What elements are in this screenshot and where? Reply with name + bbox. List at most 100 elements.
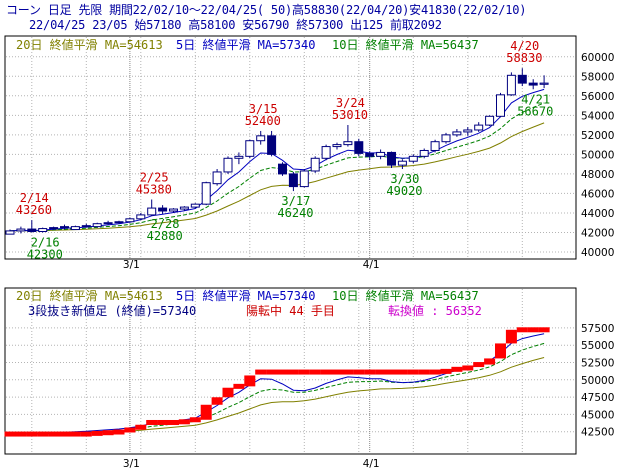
- new-price-brick: [244, 375, 256, 387]
- new-price-brick: [516, 327, 528, 333]
- bottom-y-tick-label: 55000: [581, 340, 614, 352]
- bottom-y-tick-label: 45000: [581, 409, 614, 421]
- top-y-tick-label: 54000: [581, 110, 614, 122]
- candle-body: [310, 157, 320, 172]
- new-price-brick: [462, 365, 474, 371]
- moving-average-lines: [9, 88, 545, 435]
- bottom-legend-turn: 転換値 : 56352: [388, 303, 482, 318]
- candle-body: [5, 230, 15, 235]
- candle-body: [387, 151, 396, 166]
- annotation-date: 4/21: [521, 92, 550, 106]
- grid-lines: [6, 37, 575, 453]
- candle-body: [114, 221, 124, 224]
- new-price-brick: [484, 358, 496, 365]
- candle-body: [179, 206, 189, 210]
- candle-body: [278, 163, 287, 175]
- candle-body: [365, 152, 375, 157]
- top-panel-frame: [4, 35, 577, 260]
- new-price-brick: [527, 327, 539, 333]
- top-y-tick-label: 44000: [581, 208, 614, 220]
- candle-body: [125, 218, 135, 223]
- annotation-value: 56670: [517, 104, 553, 118]
- annotation-value: 46240: [277, 206, 313, 220]
- bottom-legend-ma5: 5日 終値平滑 MA=57340: [176, 288, 315, 303]
- annotation-date: 3/17: [281, 194, 310, 208]
- top-y-tick-label: 56000: [581, 91, 614, 103]
- new-price-brick: [320, 369, 332, 375]
- top-y-tick-label: 48000: [581, 169, 614, 181]
- new-price-brick: [168, 419, 179, 425]
- annotation-date: 4/20: [510, 39, 539, 53]
- bottom-ma5-line: [9, 333, 545, 435]
- new-price-brick: [146, 419, 158, 425]
- new-price-brick: [495, 343, 506, 359]
- chart-header: コーン 日足 先限 期間22/02/10～22/04/25( 50)高58830…: [0, 0, 624, 34]
- annotation-date: 2/16: [31, 235, 60, 249]
- annotation-value: 58830: [506, 51, 542, 65]
- candle-body: [201, 182, 211, 205]
- candle-body: [70, 226, 80, 231]
- candle-body: [245, 140, 255, 157]
- header-title: コーン 日足 先限 期間22/02/10～22/04/25( 50)高58830…: [6, 3, 527, 17]
- new-price-brick: [364, 369, 376, 375]
- new-price-brick: [429, 369, 441, 375]
- legend-ma20: 20日 終値平滑 MA=54613: [16, 37, 163, 52]
- top-y-tick-label: 42000: [581, 227, 614, 239]
- new-price-brick: [15, 431, 27, 437]
- annotation-date: 2/14: [20, 191, 49, 205]
- new-price-brick: [440, 368, 452, 374]
- annotation-date: 3/30: [390, 172, 419, 186]
- annotation-value: 42880: [147, 229, 183, 243]
- new-price-brick: [266, 369, 278, 375]
- annotation-value: 53010: [332, 108, 368, 122]
- candle-body: [223, 157, 233, 173]
- new-price-brick: [102, 430, 114, 436]
- top-ma20-line: [9, 122, 545, 232]
- new-price-brick: [473, 362, 485, 368]
- new-price-brick: [418, 369, 430, 375]
- candle-body: [212, 171, 222, 185]
- candle-body: [343, 141, 353, 146]
- candle-body: [256, 135, 266, 142]
- new-price-brick: [4, 431, 16, 437]
- candle-body: [158, 207, 168, 212]
- annotation-date: 2/25: [140, 170, 169, 184]
- bottom-y-tick-label: 42500: [581, 427, 614, 439]
- new-price-brick: [222, 387, 234, 398]
- bottom-panel-frame: [4, 287, 577, 455]
- candle-body: [376, 151, 386, 157]
- bottom-legend-newprice: 3段抜き新値足 (終値)=57340: [28, 303, 196, 318]
- header-ohlc: 22/04/25 23/05 始57180 高58100 安56790 終573…: [29, 18, 442, 32]
- candle-body: [49, 227, 59, 230]
- annotation-date: 3/15: [249, 102, 278, 116]
- legend-ma5: 5日 終値平滑 MA=57340: [176, 37, 315, 52]
- candlesticks: [5, 68, 549, 235]
- new-price-brick: [211, 397, 223, 405]
- candle-body: [60, 226, 69, 229]
- candle-body: [103, 222, 113, 225]
- new-price-brick: [233, 383, 245, 389]
- legend-ma10: 10日 終値平滑 MA=56437: [332, 37, 479, 52]
- candle-body: [299, 170, 309, 188]
- candle-body: [506, 74, 516, 96]
- bottom-legend-ma20: 20日 終値平滑 MA=54613: [16, 288, 163, 303]
- candle-body: [27, 228, 37, 233]
- candle-body: [419, 149, 429, 157]
- candle-body: [496, 94, 505, 117]
- annotation-value: 45380: [136, 182, 172, 196]
- new-price-brick: [113, 429, 125, 435]
- new-price-brick: [48, 431, 60, 437]
- new-price-brick: [386, 369, 397, 375]
- bottom-y-tick-label: 47500: [581, 392, 614, 404]
- new-price-brick: [451, 366, 463, 372]
- bottom-y-tick-label: 57500: [581, 323, 614, 335]
- candle-body: [408, 155, 418, 162]
- bottom-legend-ma10: 10日 終値平滑 MA=56437: [332, 288, 479, 303]
- bottom-ma10-line: [9, 342, 545, 435]
- new-price-brick: [538, 327, 550, 333]
- new-price-brick: [353, 369, 365, 375]
- candle-body: [474, 124, 484, 131]
- bottom-legend-status: 陽転中 44 手目: [246, 303, 335, 318]
- candle-body: [332, 144, 342, 148]
